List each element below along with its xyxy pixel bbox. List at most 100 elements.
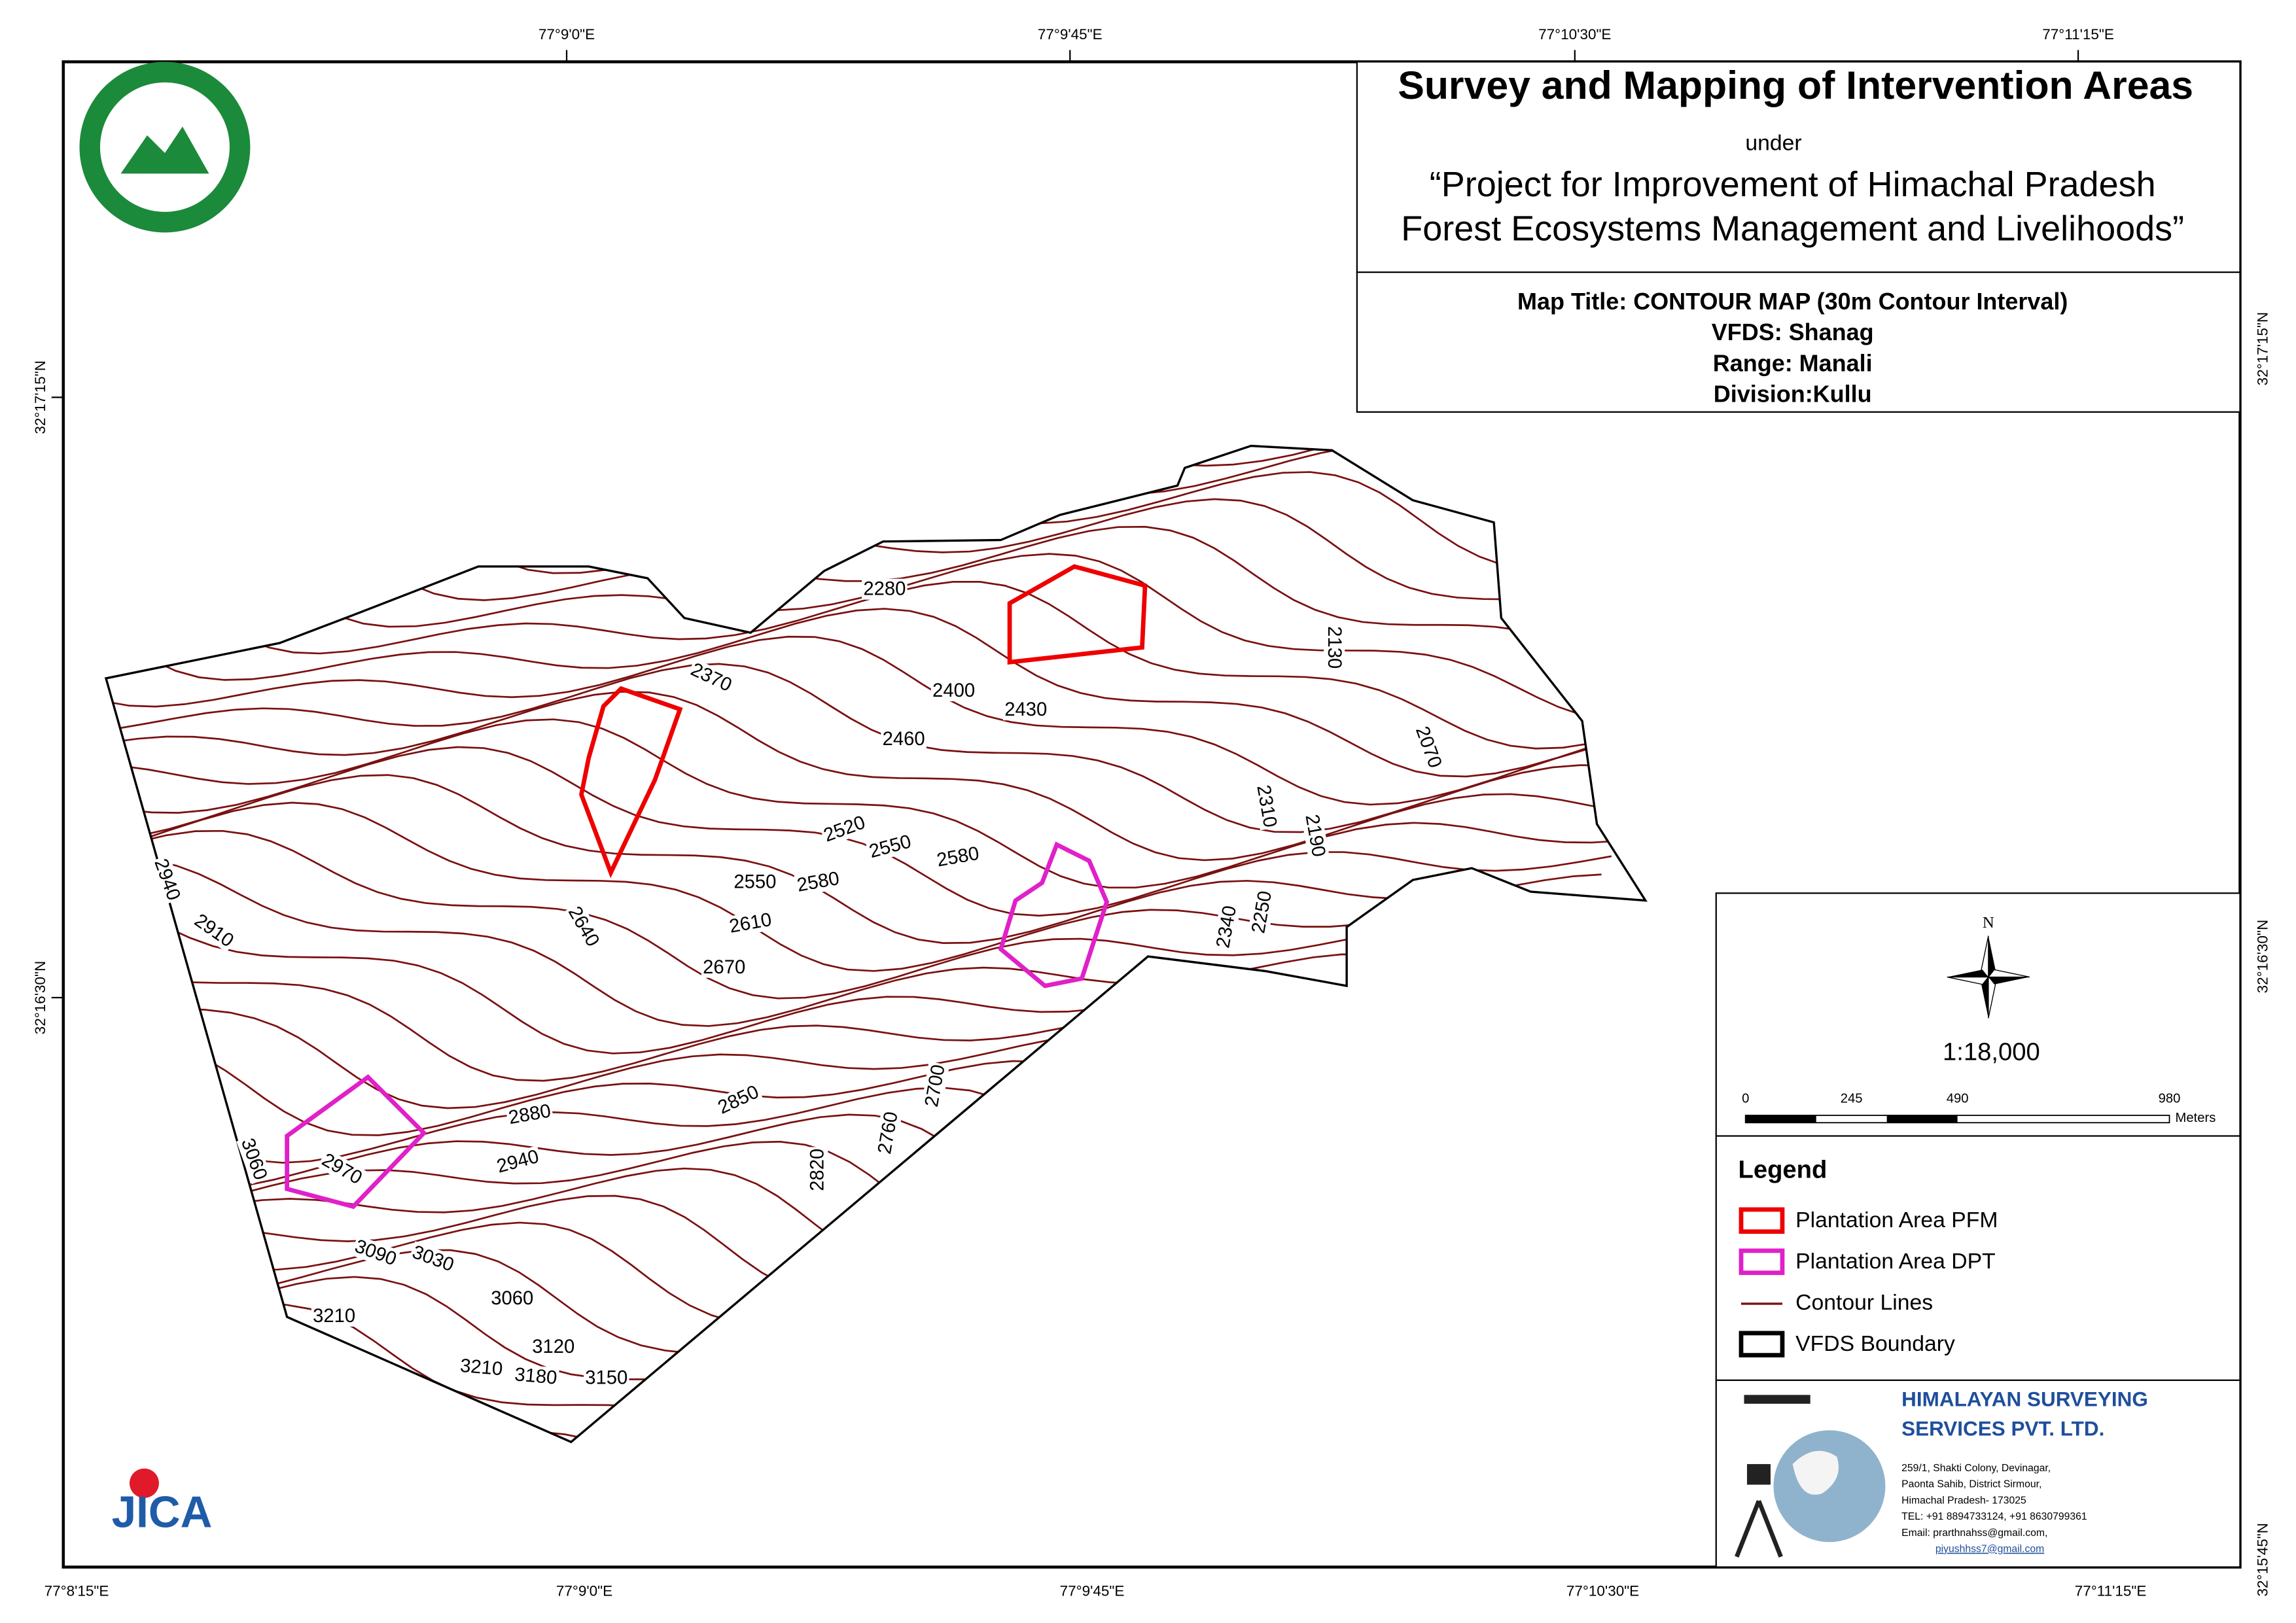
project-line: “Project for Improvement of Himachal Pra…: [1430, 165, 2156, 204]
range: Range: Manali: [1713, 349, 1873, 376]
graticule-label: 77°9'0"E: [556, 1583, 612, 1599]
company-name: SERVICES PVT. LTD.: [1901, 1417, 2104, 1440]
pfm-area: [1007, 564, 1148, 665]
graticule-label: 77°9'0"E: [539, 26, 595, 43]
contour-line: [105, 774, 1602, 944]
contour-label: 2550: [733, 871, 776, 892]
legend-label: Contour Lines: [1795, 1290, 1933, 1315]
label-halo: [881, 729, 927, 750]
company-address: Himachal Pradesh- 173025: [1901, 1495, 2026, 1506]
project-line: Forest Ecosystems Management and Livelih…: [1401, 209, 2184, 248]
legend-swatch: [1739, 1248, 1785, 1276]
title: Survey and Mapping of Intervention Areas: [1398, 63, 2193, 107]
label-halo: [408, 1241, 458, 1277]
graticule-label: 32°17'15"N: [32, 360, 48, 434]
label-halo: [563, 901, 605, 952]
label-halo: [1003, 699, 1049, 721]
label-halo: [317, 1148, 367, 1190]
contour-label: 2460: [883, 729, 925, 750]
label-halo: [732, 871, 778, 893]
graticule-label: 77°11'15"E: [2075, 1583, 2147, 1599]
label-halo: [1301, 811, 1330, 860]
label-halo: [457, 1355, 505, 1380]
contour-label: 2280: [863, 579, 906, 600]
dpt-area: [998, 841, 1110, 988]
label-halo: [493, 1145, 543, 1178]
contour-label: 3150: [585, 1367, 627, 1388]
label-halo: [512, 1364, 559, 1389]
label-halo: [819, 811, 870, 847]
company-address: Email: prarthnahss@gmail.com,: [1901, 1527, 2047, 1539]
contour-line: [105, 746, 1612, 917]
scale-ratio: 1:18,000: [1943, 1038, 2040, 1066]
logo-forest: [79, 61, 251, 233]
contour-line: [115, 608, 1646, 778]
contour-label: 3180: [514, 1364, 558, 1389]
contour-line: [179, 516, 1646, 722]
contour-label: 2670: [703, 957, 745, 978]
graticule-label: 32°16'30"N: [32, 961, 48, 1035]
map-title: Map Title: CONTOUR MAP (30m Contour Inte…: [1517, 288, 2068, 315]
scale-tick: 490: [1947, 1092, 1969, 1106]
label-halo: [865, 830, 915, 863]
graticule-label: 77°11'15"E: [2042, 26, 2114, 43]
scale-tick: 980: [2159, 1092, 2181, 1106]
legend-swatch: [1739, 1331, 1785, 1357]
scale-unit: Meters: [2176, 1111, 2216, 1125]
info-box: [1356, 271, 2241, 413]
contour-line: [105, 829, 1549, 1000]
graticule-label: 77°8'15"E: [44, 1583, 109, 1599]
scale-tick: 0: [1742, 1092, 1749, 1106]
label-halo: [531, 1336, 576, 1358]
pfm-areas: [579, 564, 1148, 879]
label-halo: [726, 909, 775, 938]
scale-bar: [1744, 1115, 2170, 1124]
north-arrow: [1947, 935, 2030, 1019]
label-halo: [686, 658, 737, 697]
label-halo: [1252, 782, 1281, 831]
graticule-label: 32°17'15"N: [2254, 312, 2270, 386]
label-halo: [583, 1367, 629, 1389]
contour-label: 2130: [1324, 626, 1345, 669]
company-email[interactable]: piyushhss7@gmail.com: [1935, 1544, 2044, 1555]
company-address: 259/1, Shakti Colony, Devinagar,: [1901, 1463, 2051, 1474]
north-label: N: [1983, 914, 1994, 932]
dpt-areas: [285, 841, 1110, 1210]
company-address: Paonta Sahib, District Sirmour,: [1901, 1479, 2041, 1490]
graticule-label: 32°15'45"N: [2254, 1523, 2270, 1597]
label-halo: [921, 1061, 950, 1110]
vfds: VFDS: Shanag: [1712, 319, 1874, 345]
label-halo: [1212, 902, 1241, 951]
contour-label: 3060: [491, 1288, 533, 1309]
pfm-area: [579, 686, 683, 879]
label-halo: [701, 956, 747, 978]
graticule-label: 77°10'30"E: [1538, 26, 1611, 43]
contour-line: [105, 635, 1646, 806]
graticule-labels: 77°9'0"E 77°9'45"E 77°10'30"E 77°11'15"E 77°…: [32, 26, 2270, 1599]
label-halo: [1411, 722, 1447, 773]
contour-line: [105, 718, 1621, 889]
company-address: TEL: +91 8894733124, +91 8630799361: [1901, 1511, 2087, 1522]
label-halo: [189, 909, 239, 952]
label-halo: [794, 867, 843, 897]
division: Division:Kullu: [1714, 381, 1872, 408]
contour-label: 3210: [313, 1306, 355, 1327]
contour-label: 3210: [459, 1355, 504, 1380]
dpt-area: [285, 1074, 427, 1210]
contour-line: [105, 691, 1636, 862]
label-halo: [1247, 888, 1277, 937]
company-name: HIMALAYAN SURVEYING: [1901, 1387, 2148, 1411]
label-halo: [236, 1134, 272, 1185]
jica-dot: [129, 1468, 159, 1498]
label-halo: [505, 1100, 554, 1129]
label-halo: [934, 843, 983, 871]
contour-label: 2430: [1004, 699, 1047, 720]
legend-title: Legend: [1738, 1156, 1827, 1184]
graticule-label: 77°9'45"E: [1060, 1583, 1125, 1599]
scale-tick: 245: [1841, 1092, 1863, 1106]
contour-label: 2400: [932, 680, 975, 701]
label-halo: [930, 680, 977, 701]
graticule-label: 32°16'30"N: [2254, 920, 2270, 994]
